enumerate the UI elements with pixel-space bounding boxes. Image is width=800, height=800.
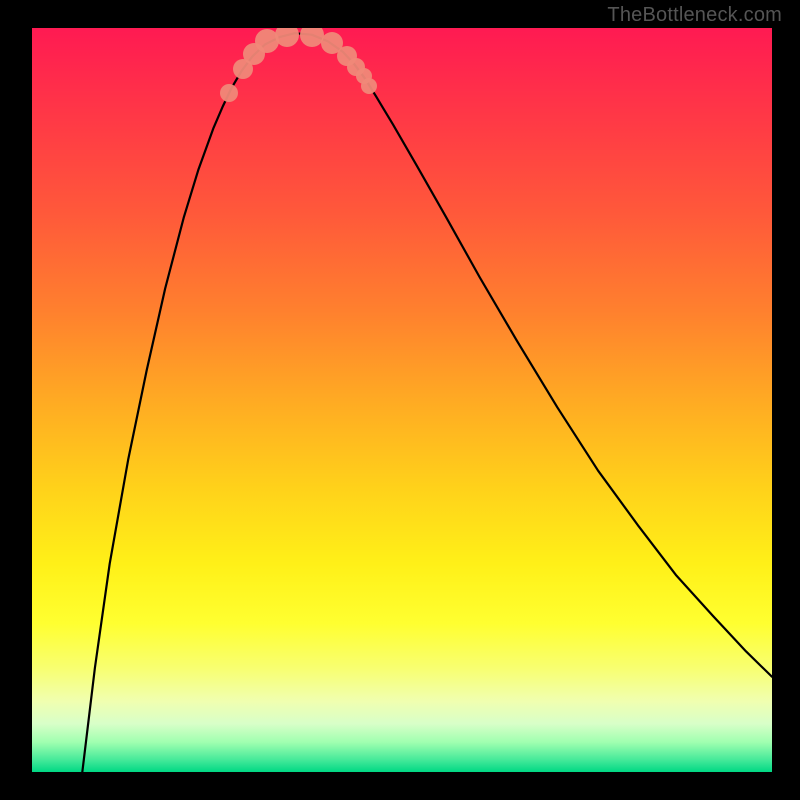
data-marker <box>275 28 299 47</box>
plot-area <box>32 28 772 772</box>
marker-layer <box>32 28 772 772</box>
data-marker <box>361 78 377 94</box>
watermark-text: TheBottleneck.com <box>607 4 782 27</box>
data-marker <box>220 84 238 102</box>
